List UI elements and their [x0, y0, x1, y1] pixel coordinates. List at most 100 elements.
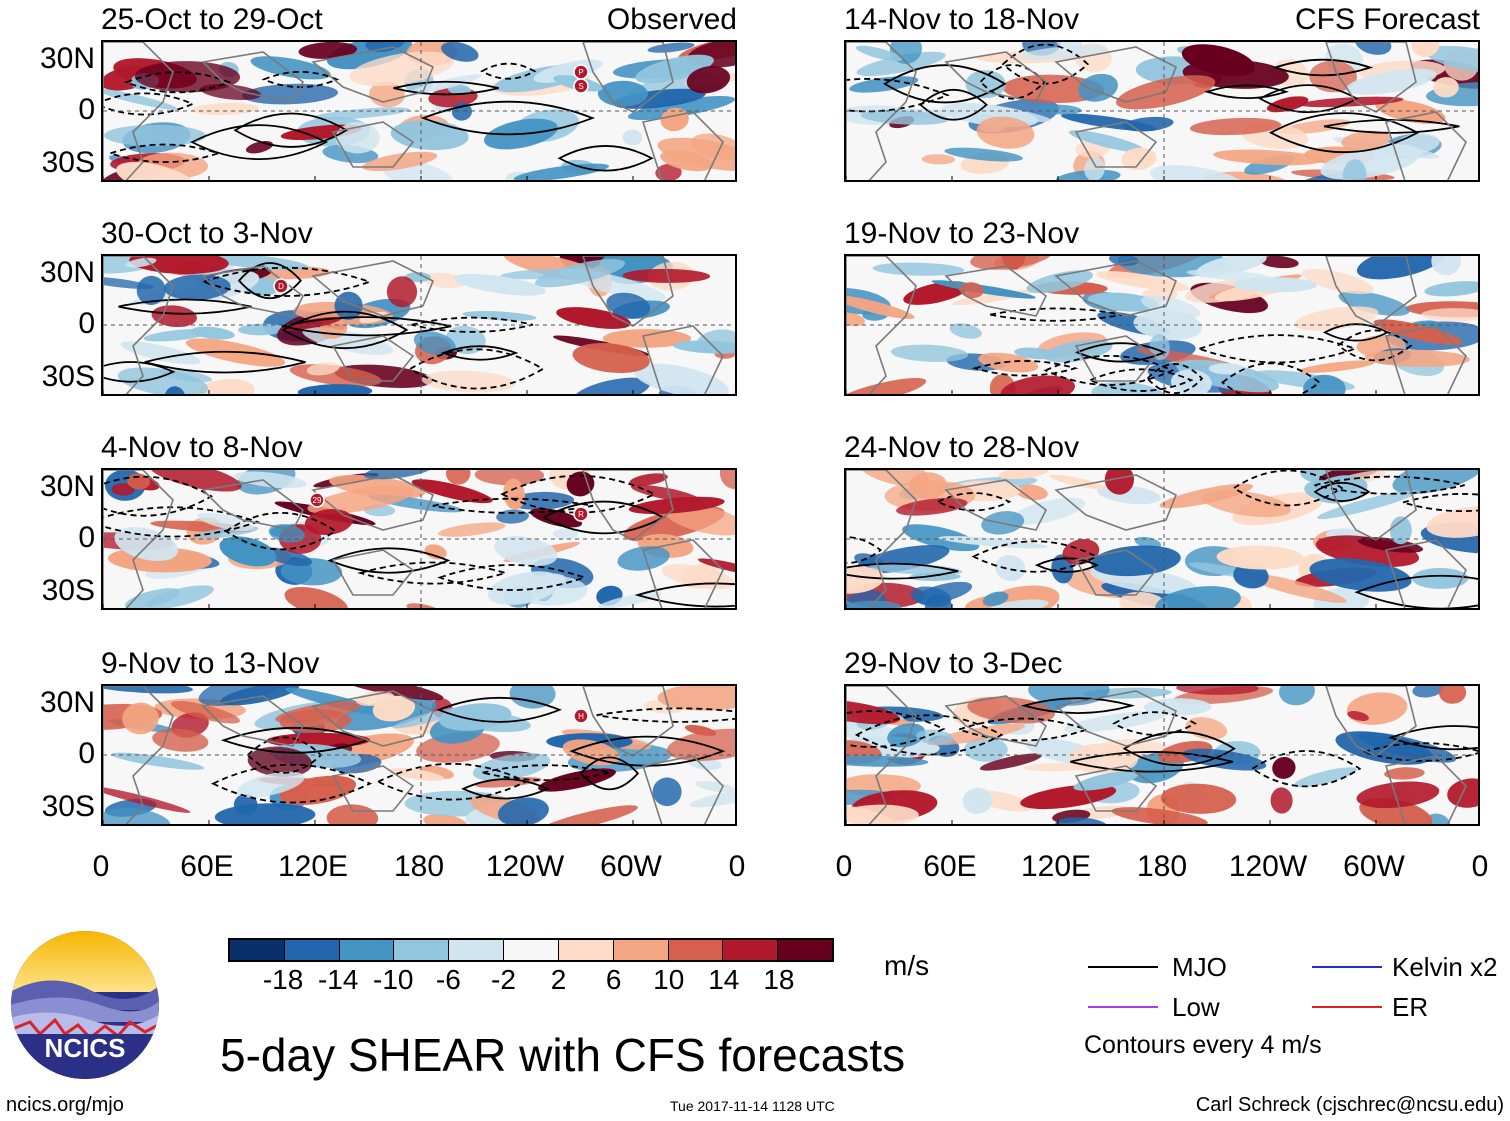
shear-anomaly-cell: [1020, 784, 1117, 810]
shear-anomaly-cell: [846, 311, 865, 327]
shear-field: H: [103, 686, 735, 824]
shear-anomaly-cell: [628, 496, 725, 515]
coastline: [641, 539, 724, 608]
shear-anomaly-cell: [691, 133, 735, 160]
shear-anomaly-cell: [103, 276, 154, 289]
mjo-contour: [935, 492, 1012, 512]
shear-anomaly-cell: [979, 753, 1043, 771]
shear-anomaly-cell: [622, 268, 711, 283]
shear-anomaly-cell: [234, 471, 307, 489]
shear-anomaly-cell: [1096, 271, 1189, 291]
shear-anomaly-cell: [552, 528, 579, 540]
coastline: [201, 479, 305, 531]
shear-anomaly-cell: [1421, 308, 1478, 322]
coastline: [103, 470, 174, 608]
panel-title: 29-Nov to 3-Dec: [844, 647, 1063, 680]
shear-anomaly-cell: [530, 508, 583, 528]
mjo-contour: [237, 262, 302, 300]
shear-anomaly-cell: [120, 341, 201, 365]
shear-anomaly-cell: [1189, 117, 1282, 136]
footer-url[interactable]: ncics.org/mjo: [6, 1094, 124, 1116]
shear-anomaly-cell: [1411, 42, 1440, 57]
shear-anomaly-cell: [192, 102, 259, 116]
colorbar-level-label: -10: [373, 964, 414, 995]
colorbar-swatch: [393, 940, 449, 960]
shear-anomaly-cell: [1140, 295, 1201, 318]
shear-anomaly-cell: [111, 483, 135, 496]
mjo-contour: [1043, 354, 1175, 386]
coastline: [1384, 539, 1467, 608]
shear-anomaly-cell: [921, 154, 956, 165]
shear-anomaly-cell: [1068, 130, 1146, 153]
shear-anomaly-cell: [535, 259, 625, 288]
legend-line-kelvin: [1312, 966, 1382, 968]
shear-anomaly-cell: [944, 147, 1023, 162]
mjo-contour: [200, 266, 373, 297]
mjo-contour: [210, 763, 373, 804]
mjo-contour: [1258, 84, 1359, 113]
mjo-contour: [956, 717, 1090, 742]
coastline: [944, 265, 1048, 317]
mjo-contour: [437, 564, 588, 591]
shear-anomaly-cell: [111, 752, 205, 770]
shear-anomaly-cell: [694, 781, 735, 793]
mjo-contour: [461, 778, 550, 800]
panel-title: 14-Nov to 18-Nov: [844, 3, 1080, 36]
mjo-contour: [634, 582, 735, 608]
mjo-contour: [1314, 475, 1465, 495]
shear-anomaly-cell: [1213, 149, 1323, 166]
colorbar-level-label: 10: [653, 964, 685, 995]
shear-anomaly-cell: [1439, 686, 1467, 704]
shear-anomaly-cell: [1232, 277, 1318, 293]
shear-anomaly-cell: [1000, 375, 1075, 394]
shear-anomaly-cell: [1049, 474, 1106, 490]
shear-map-panel: [844, 468, 1480, 610]
shear-anomaly-cell: [349, 51, 454, 86]
shear-anomaly-cell: [846, 755, 929, 767]
shear-anomaly-cell: [1373, 319, 1463, 345]
shear-anomaly-cell: [1176, 359, 1279, 393]
mjo-contour: [1070, 751, 1234, 773]
shear-anomaly-cell: [441, 42, 479, 62]
y-tick-label: 30S: [41, 574, 95, 607]
mjo-contour: [411, 316, 533, 333]
storm-marker: S: [573, 78, 589, 94]
mjo-contour: [1322, 323, 1390, 342]
shear-anomaly-cell: [424, 544, 447, 560]
mjo-contour: [123, 71, 232, 94]
coastline: [1054, 46, 1178, 103]
ncics-logo: NCICS: [10, 930, 160, 1080]
shear-field: [846, 470, 1478, 608]
y-tick-label: 30N: [39, 256, 95, 289]
shear-anomaly-cell: [236, 771, 305, 798]
shear-anomaly-cell: [1160, 783, 1237, 814]
shear-anomaly-cell: [1298, 360, 1375, 373]
mjo-contour: [557, 145, 654, 172]
shear-field: [846, 42, 1478, 180]
shear-anomaly-cell: [666, 728, 735, 761]
shear-anomaly-cell: [533, 59, 603, 83]
shear-anomaly-cell: [606, 292, 651, 319]
shear-anomaly-cell: [145, 585, 214, 608]
mjo-contour: [1146, 363, 1204, 394]
shear-anomaly-cell: [627, 95, 735, 121]
storm-marker-label: H: [578, 712, 584, 721]
shear-anomaly-cell: [474, 470, 545, 486]
coastline: [1074, 121, 1158, 168]
shear-anomaly-cell: [1342, 159, 1367, 180]
shear-anomaly-cell: [998, 470, 1049, 480]
coastline: [331, 121, 415, 168]
shear-map-panel: 29 R: [101, 468, 737, 610]
colorbar-swatch: [557, 940, 613, 960]
shear-anomaly-cell: [1119, 591, 1169, 608]
panel-title: 9-Nov to 13-Nov: [101, 647, 320, 680]
shear-anomaly-cell: [247, 746, 313, 777]
legend-line-er: [1312, 1006, 1382, 1008]
colorbar-swatch: [667, 940, 723, 960]
shear-anomaly-cell: [1375, 99, 1446, 124]
y-tick-label: 30N: [39, 686, 95, 719]
mjo-contour: [1388, 725, 1478, 751]
shear-anomaly-cell: [284, 586, 348, 608]
shear-anomaly-cell: [1149, 334, 1170, 361]
mjo-contour: [1399, 493, 1478, 513]
